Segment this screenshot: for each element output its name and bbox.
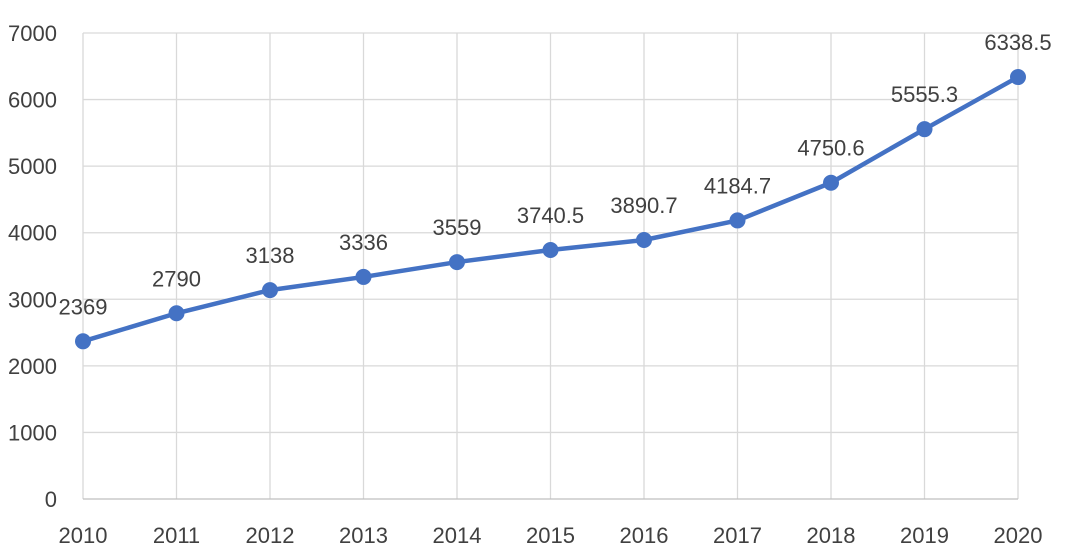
data-label: 5555.3: [891, 82, 958, 107]
y-tick-label: 6000: [8, 88, 57, 113]
data-label: 4184.7: [704, 173, 771, 198]
x-tick-label: 2015: [526, 523, 575, 548]
label-layer: 2369 2790 3138 3336 3559 3740.5 3890.7 4184.7 47…: [59, 30, 1052, 319]
y-tick-label: 3000: [8, 287, 57, 312]
x-tick-label: 2017: [713, 523, 762, 548]
grid-layer: [82, 32, 1019, 499]
data-point: [823, 174, 839, 191]
data-point: [729, 212, 746, 229]
data-point: [916, 121, 933, 138]
data-label: 4750.6: [797, 136, 864, 161]
x-tick-label: 2019: [900, 523, 949, 548]
y-tick-label: 0: [45, 487, 57, 512]
data-label: 3138: [246, 243, 295, 268]
y-tick-label: 7000: [8, 21, 57, 46]
x-tick-label: 2011: [153, 523, 200, 548]
data-point: [355, 268, 372, 285]
data-label: 2369: [59, 294, 108, 319]
data-label: 6338.5: [984, 30, 1051, 55]
x-tick-label: 2012: [246, 523, 295, 548]
y-tick-label: 5000: [8, 154, 57, 179]
x-tick-label: 2020: [994, 523, 1043, 548]
x-tick-label: 2014: [433, 523, 482, 548]
data-label: 3740.5: [517, 203, 584, 228]
x-tick-label: 2018: [807, 523, 856, 548]
data-point: [262, 282, 278, 299]
y-tick-label: 4000: [8, 221, 57, 246]
data-label: 3559: [433, 215, 482, 240]
data-point: [636, 231, 652, 248]
data-point: [449, 254, 465, 271]
x-tick-label: 2013: [339, 523, 388, 548]
data-point: [542, 241, 559, 258]
data-label: 3336: [339, 230, 388, 255]
data-point: [1010, 69, 1026, 86]
data-label: 3890.7: [610, 193, 677, 218]
x-tick-label: 2010: [59, 523, 108, 548]
series-layer: [75, 69, 1026, 350]
data-point: [168, 305, 185, 322]
y-tick-label: 1000: [8, 420, 57, 445]
x-tick-label: 2016: [620, 523, 669, 548]
axis-layer: 0 1000 2000 3000 4000 5000 6000 7000 2010 2011 201…: [8, 21, 1042, 548]
data-point: [75, 333, 91, 350]
y-tick-label: 2000: [8, 354, 57, 379]
data-label: 2790: [152, 266, 201, 291]
